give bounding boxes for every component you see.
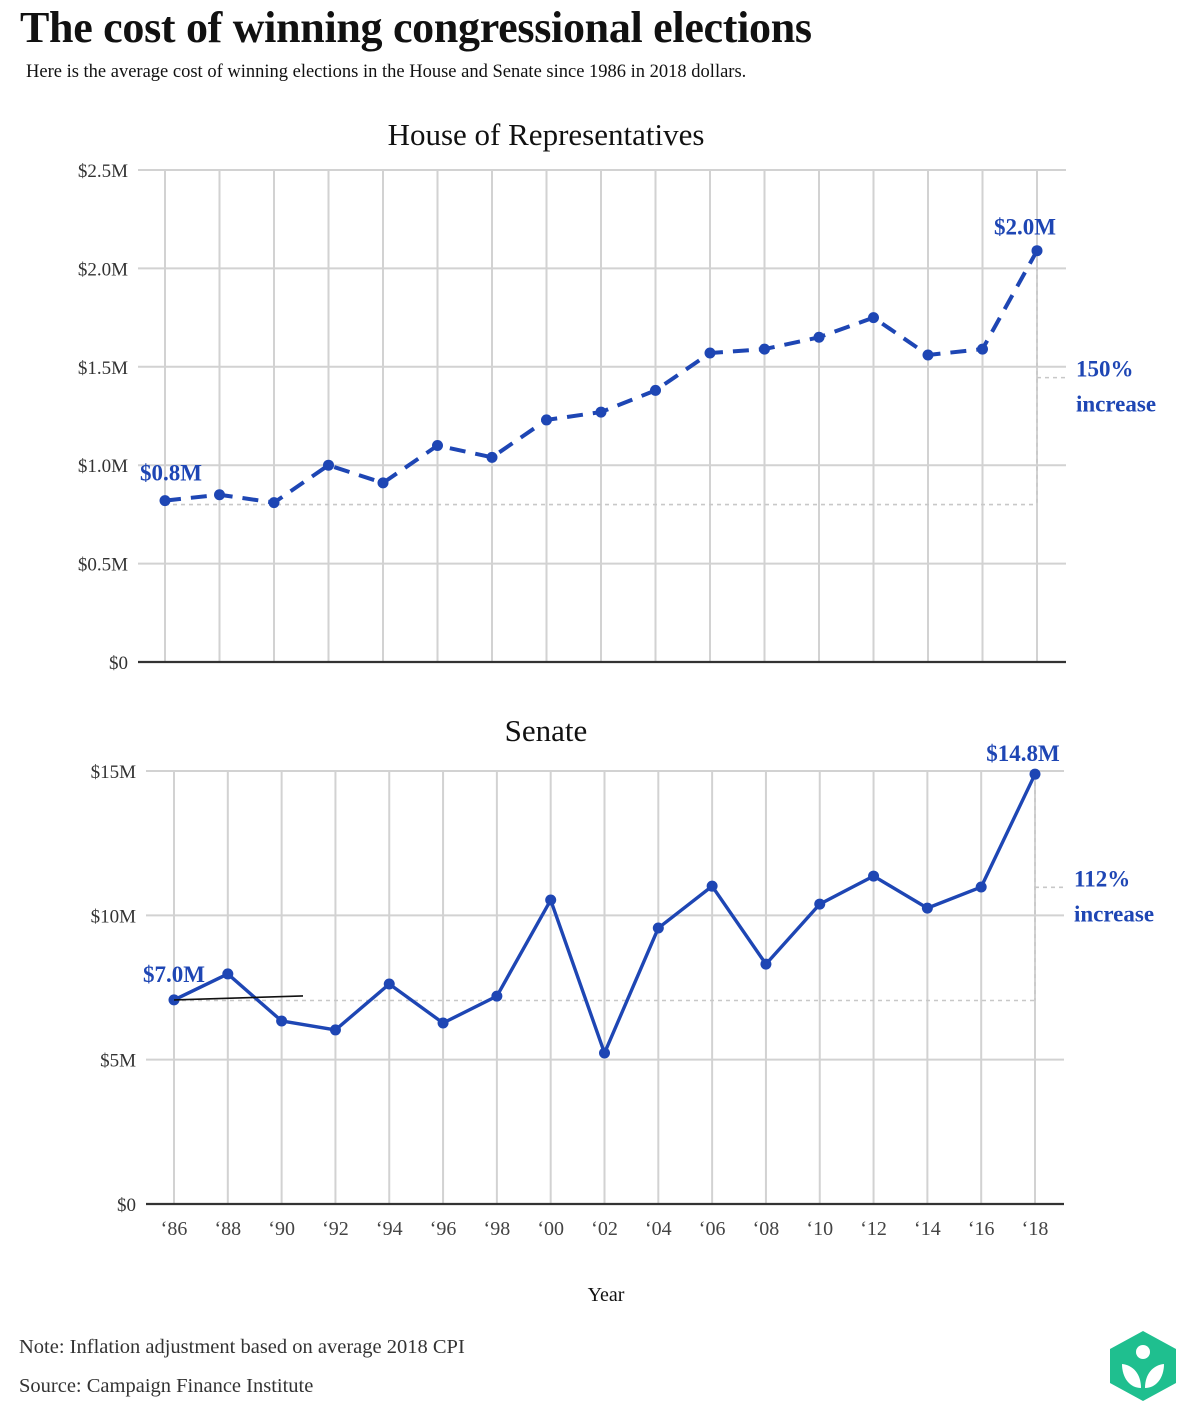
senate-data-point [599, 1047, 610, 1059]
senate-data-point [975, 881, 987, 893]
senate-x-tick-label: ‘86 [161, 1218, 188, 1240]
senate-data-point [437, 1017, 449, 1029]
senate-x-tick-label: ‘90 [268, 1218, 295, 1240]
senate-x-tick-label: ‘12 [860, 1218, 887, 1240]
senate-x-tick-label: ‘92 [322, 1218, 349, 1240]
senate-horizontal-gridlines [146, 770, 1064, 1206]
house-series [159, 245, 1043, 509]
senate-x-tick-label: ‘14 [914, 1218, 941, 1240]
senate-data-point [652, 922, 664, 934]
page-title: The cost of winning congressional electi… [20, 3, 812, 52]
senate-increase-percent: 112% [1074, 866, 1130, 891]
senate-x-tick-label: ‘10 [806, 1218, 833, 1240]
senate-y-tick-label: $15M [91, 762, 137, 783]
senate-x-tick-label: ‘02 [591, 1218, 618, 1240]
charts-canvas: House of Representatives $0 $0.5M $1.0M $1.… [78, 117, 1156, 1306]
senate-x-tick-label: ‘16 [968, 1218, 995, 1240]
footer-note: Note: Inflation adjustment based on aver… [19, 1336, 465, 1358]
senate-y-axis: $0 $5M $10M $15M [91, 762, 137, 1216]
senate-data-point [814, 898, 826, 910]
house-y-tick-label: $1.0M [78, 456, 128, 477]
senate-data-point [868, 870, 880, 882]
senate-data-point [1029, 768, 1041, 780]
house-reference-lines [165, 250, 1065, 506]
senate-data-point [222, 968, 234, 980]
house-data-point [868, 312, 879, 324]
senate-x-axis: ‘86 ‘88 ‘90 ‘92 ‘94 ‘96 ‘98 ‘00 ‘02 ‘04 ‘06 ‘08 ‘10 ‘… [161, 1218, 1049, 1240]
senate-x-tick-label: ‘88 [214, 1218, 241, 1240]
senate-annotations: $7.0M $14.8M 112% increase [143, 741, 1154, 987]
house-data-point [377, 477, 389, 489]
senate-x-tick-label: ‘08 [753, 1218, 780, 1240]
house-data-point [650, 384, 661, 396]
house-end-label: $2.0M [994, 215, 1056, 240]
house-data-point [432, 440, 443, 452]
senate-chart: Senate $0$5M$10M$15M ‘86 ‘88 ‘90 ‘92 ‘94 ‘96 ‘… [91, 713, 1154, 1306]
house-data-point [159, 495, 171, 507]
senate-series [168, 768, 1041, 1059]
house-y-tick-label: $0.5M [78, 555, 128, 576]
house-increase-percent: 150% [1076, 357, 1134, 382]
senate-x-tick-label: ‘94 [376, 1218, 403, 1240]
house-vertical-gridlines [164, 170, 1038, 662]
house-y-tick-label: $2.5M [78, 161, 128, 182]
house-data-point [486, 451, 498, 463]
house-data-point [323, 459, 334, 471]
house-data-point [977, 343, 988, 355]
senate-y-tick-label: $10M [91, 906, 137, 927]
house-chart-title: House of Representatives [388, 117, 705, 152]
x-axis-title: Year [588, 1284, 625, 1306]
senate-end-label: $14.8M [986, 741, 1060, 766]
house-data-point [595, 406, 607, 418]
house-data-point [704, 347, 716, 359]
senate-data-point [383, 978, 395, 990]
senate-data-point [491, 990, 503, 1002]
house-data-point [922, 349, 934, 361]
khan-academy-logo-icon [1110, 1331, 1176, 1401]
senate-data-point [921, 902, 933, 914]
house-y-tick-label: $0 [109, 653, 128, 674]
senate-data-point [760, 958, 772, 970]
house-horizontal-gridlines [138, 169, 1066, 664]
senate-x-tick-label: ‘98 [484, 1218, 511, 1240]
house-data-point [268, 497, 280, 509]
page-subtitle: Here is the average cost of winning elec… [26, 62, 747, 82]
senate-x-tick-label: ‘06 [699, 1218, 726, 1240]
senate-data-point [545, 894, 557, 906]
house-data-point [214, 489, 225, 501]
house-increase-label: increase [1076, 392, 1156, 417]
house-y-axis: $0 $0.5M $1.0M $1.5M $2.0M $2.5M [78, 161, 128, 674]
senate-x-tick-label: ‘96 [430, 1218, 457, 1240]
senate-data-point [276, 1015, 288, 1027]
senate-data-point [329, 1024, 341, 1036]
house-start-label: $0.8M [140, 461, 202, 486]
house-chart: House of Representatives $0 $0.5M $1.0M $1.… [78, 117, 1156, 674]
house-annotations: $0.8M $2.0M 150% increase [140, 215, 1156, 486]
senate-vertical-gridlines [173, 771, 1036, 1204]
senate-increase-label: increase [1074, 901, 1154, 926]
senate-y-tick-label: $5M [100, 1051, 136, 1072]
senate-start-label: $7.0M [143, 962, 205, 987]
house-y-tick-label: $1.5M [78, 358, 128, 379]
senate-x-tick-label: ‘00 [537, 1218, 564, 1240]
senate-x-tick-label: ‘04 [645, 1218, 672, 1240]
house-data-point [1031, 245, 1043, 257]
senate-y-tick-label: $0 [117, 1195, 136, 1216]
house-data-point [813, 331, 825, 343]
senate-reference-lines [174, 774, 1063, 1002]
senate-annotation-stroke [173, 995, 304, 1001]
footer-source: Source: Campaign Finance Institute [19, 1375, 314, 1397]
senate-data-point [706, 880, 718, 892]
house-data-point [759, 343, 770, 355]
senate-x-tick-label: ‘18 [1022, 1218, 1049, 1240]
house-y-tick-label: $2.0M [78, 259, 128, 280]
senate-chart-title: Senate [505, 713, 588, 748]
house-data-point [541, 414, 552, 426]
